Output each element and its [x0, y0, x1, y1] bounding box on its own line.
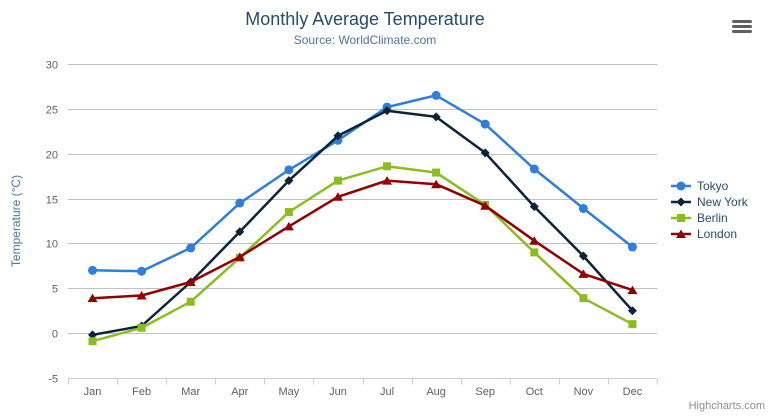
berlin-series-marker-icon [671, 214, 691, 222]
y-axis-label: 25 [46, 105, 58, 117]
y-axis-label: 30 [46, 60, 58, 72]
hamburger-icon [732, 30, 752, 33]
series-marker-tokyo-0[interactable] [88, 265, 98, 275]
series-line-london[interactable] [91, 179, 634, 300]
series-marker-tokyo-7[interactable] [431, 90, 441, 100]
series-marker-new-york-10[interactable] [578, 251, 588, 261]
series-marker-tokyo-11[interactable] [627, 242, 637, 252]
chart-title: Monthly Average Temperature [245, 9, 485, 29]
series-marker-new-york-9[interactable] [529, 202, 539, 212]
series-marker-new-york-0[interactable] [88, 330, 98, 340]
x-axis-label: May [278, 386, 299, 398]
legend: Tokyo New York Berlin London [671, 178, 748, 242]
series-marker-london-6[interactable] [382, 176, 393, 185]
y-axis-label: 20 [46, 150, 58, 162]
x-axis-label: Oct [526, 386, 543, 398]
x-axis-label: Jul [380, 386, 394, 398]
x-axis-label: Nov [574, 386, 594, 398]
legend-item-tokyo[interactable]: Tokyo [671, 178, 748, 194]
x-axis-label: Apr [231, 386, 248, 398]
series-marker-london-9[interactable] [529, 236, 540, 245]
series-marker-berlin-9[interactable] [530, 248, 539, 257]
legend-label: Tokyo [697, 179, 729, 193]
series-marker-berlin-5[interactable] [333, 176, 342, 185]
series-marker-tokyo-1[interactable] [137, 266, 147, 276]
series-marker-london-0[interactable] [87, 293, 98, 303]
series-line-tokyo[interactable] [91, 94, 634, 273]
tokyo-series-marker-icon [671, 181, 691, 191]
x-axis-label: Jan [84, 386, 102, 398]
legend-label: London [697, 227, 738, 241]
series-marker-berlin-11[interactable] [628, 320, 637, 329]
series-marker-berlin-2[interactable] [186, 297, 195, 306]
legend-symbol [676, 197, 686, 207]
series-marker-berlin-6[interactable] [383, 162, 392, 171]
series-marker-tokyo-3[interactable] [235, 198, 245, 208]
legend-symbol [676, 229, 686, 238]
series-marker-london-1[interactable] [136, 290, 147, 300]
series-marker-berlin-1[interactable] [137, 323, 146, 332]
series-marker-london-8[interactable] [480, 201, 491, 210]
series-marker-london-2[interactable] [185, 277, 196, 287]
series-marker-new-york-4[interactable] [284, 176, 294, 186]
series-marker-berlin-0[interactable] [88, 337, 97, 346]
series-line-new-york[interactable] [91, 109, 634, 337]
x-axis-label: Aug [426, 386, 446, 398]
series-marker-london-3[interactable] [234, 252, 245, 261]
new-york-series-marker-icon [671, 197, 691, 207]
legend-label: Berlin [697, 211, 728, 225]
y-axis-label: -5 [48, 374, 58, 386]
legend-item-london[interactable]: London [671, 226, 748, 242]
x-axis-label: Mar [181, 386, 200, 398]
series-marker-tokyo-10[interactable] [578, 203, 588, 213]
credits-link[interactable]: Highcharts.com [688, 400, 765, 412]
chart-subtitle: Source: WorldClimate.com [293, 33, 437, 47]
legend-label: New York [697, 195, 748, 209]
london-series-marker-icon [671, 229, 691, 238]
x-axis-label: Jun [329, 386, 347, 398]
series-marker-new-york-8[interactable] [480, 148, 490, 158]
legend-item-new-york[interactable]: New York [671, 194, 748, 210]
x-axis-label: Feb [132, 386, 151, 398]
series-marker-tokyo-8[interactable] [480, 119, 490, 129]
series-marker-tokyo-4[interactable] [284, 165, 294, 175]
series-line-berlin[interactable] [91, 165, 634, 343]
series-marker-london-11[interactable] [627, 285, 638, 295]
series-marker-tokyo-2[interactable] [186, 243, 196, 253]
export-menu-button[interactable] [732, 20, 752, 33]
y-axis-label: 5 [52, 284, 58, 296]
series-marker-london-10[interactable] [578, 269, 589, 278]
hamburger-icon [732, 20, 752, 23]
series-marker-new-york-6[interactable] [382, 106, 392, 116]
y-axis-label: 15 [46, 195, 58, 207]
legend-symbol [676, 181, 686, 191]
series-marker-london-4[interactable] [283, 221, 294, 231]
series-marker-new-york-3[interactable] [235, 227, 245, 237]
y-axis-label: 0 [52, 329, 58, 341]
y-axis-label: 10 [46, 239, 58, 251]
legend-item-berlin[interactable]: Berlin [671, 210, 748, 226]
hamburger-icon [732, 25, 752, 28]
series-marker-london-5[interactable] [332, 192, 343, 201]
y-axis-title: Temperature (°C) [9, 175, 23, 267]
series-marker-new-york-7[interactable] [431, 112, 441, 122]
series-marker-berlin-4[interactable] [284, 208, 293, 217]
series-marker-tokyo-9[interactable] [529, 164, 539, 174]
x-axis-label: Sep [475, 386, 495, 398]
series-marker-london-7[interactable] [431, 179, 442, 189]
series-marker-berlin-7[interactable] [432, 168, 441, 177]
series-marker-new-york-5[interactable] [333, 131, 343, 141]
legend-symbol [677, 214, 685, 222]
series-marker-new-york-11[interactable] [627, 306, 637, 316]
x-axis-label: Dec [623, 386, 643, 398]
series-marker-berlin-10[interactable] [579, 294, 588, 303]
